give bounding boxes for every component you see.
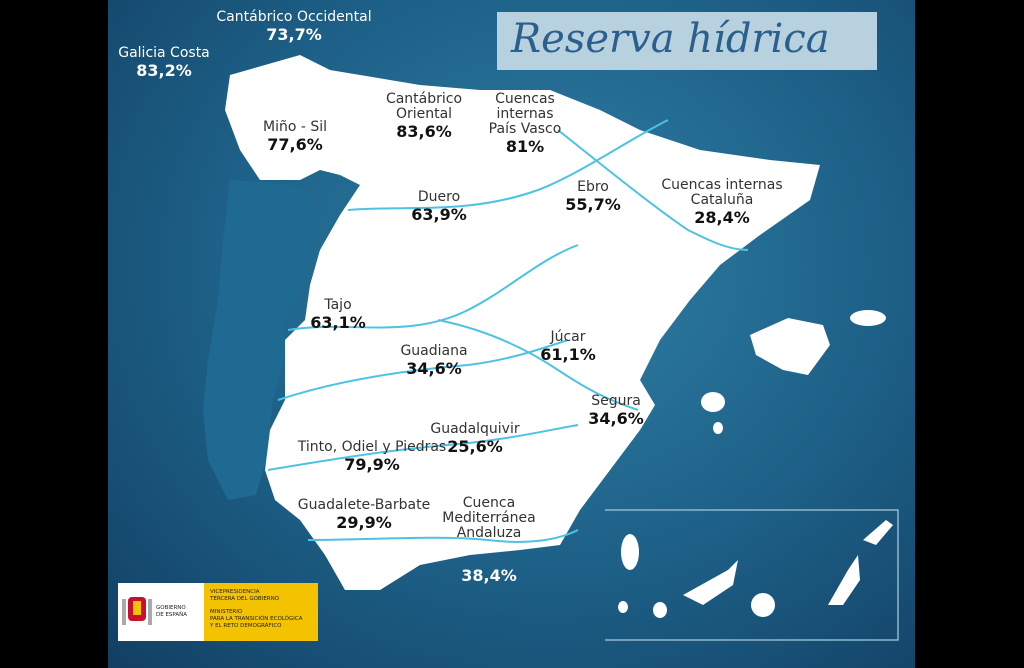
basin-value: 29,9% (336, 513, 392, 532)
logo-text-line: Y EL RETO DEMOGRÁFICO (210, 623, 282, 629)
basin-label: Tajo 63,1% (248, 298, 428, 333)
basin-name: Miño - Sil (262, 119, 328, 135)
basin-label: Cuencas internas Cataluña 28,4% (632, 178, 812, 228)
basin-name: Andaluza (456, 525, 522, 541)
basin-label: Cuenca Mediterránea Andaluza 38,4% (399, 495, 579, 586)
basin-name: Mediterránea (442, 510, 536, 526)
basin-label: Guadalete-Barbate 29,9% (274, 498, 454, 533)
basin-label: Cantábrico Oriental 83,6% (334, 92, 514, 142)
basin-value: 77,6% (267, 135, 323, 154)
basin-name: País Vasco (488, 121, 562, 137)
island (713, 422, 723, 434)
basin-value: 34,6% (588, 409, 644, 428)
logo-text-line: VICEPRESIDENCIA (210, 589, 260, 595)
basin-label: Segura 34,6% (526, 394, 706, 429)
logo-panel: VICEPRESIDENCIA TERCERA DEL GOBIERNO MINI… (204, 583, 318, 641)
basin-name: Cuencas internas (661, 177, 783, 193)
basin-label: Guadiana 34,6% (344, 344, 524, 379)
basin-value: 81% (505, 137, 545, 156)
basin-name: Cataluña (690, 192, 754, 208)
basin-value: 63,1% (310, 313, 366, 332)
river (307, 529, 579, 543)
logo-text-line: TERCERA DEL GOBIERNO (210, 596, 280, 602)
basin-name: Cantábrico (385, 91, 463, 107)
basin-name: Guadiana (400, 343, 468, 359)
island (750, 318, 830, 375)
basin-label: Cuencas internas País Vasco 81% (435, 92, 615, 157)
basin-name: Guadalquivir (430, 421, 520, 437)
basin-value: 38,4% (461, 566, 517, 585)
government-logo: GOBIERNO DE ESPAÑA VICEPRESIDENCIA TERCERA… (118, 583, 318, 641)
logo-text-line: MINISTERIO (210, 609, 243, 615)
basin-name: Guadalete-Barbate (297, 497, 431, 513)
river (277, 339, 569, 401)
basin-value: 34,6% (406, 359, 462, 378)
basin-value: 63,9% (411, 205, 467, 224)
island (621, 534, 639, 570)
canary-islands (618, 520, 893, 618)
basin-name: Júcar (550, 329, 586, 345)
basin-value: 28,4% (694, 208, 750, 227)
title: Reserva hídrica (511, 16, 830, 62)
logo-ministry: MINISTERIO PARA LA TRANSICIÓN ECOLÓGICA Y … (210, 609, 302, 630)
island (653, 602, 667, 618)
logo-government: GOBIERNO DE ESPAÑA (156, 605, 187, 619)
islands (701, 310, 886, 434)
basin-name: Segura (591, 393, 641, 409)
basin-value: 73,7% (266, 25, 322, 44)
basin-name: Tajo (324, 297, 352, 313)
basin-name: Cantábrico Occidental (216, 9, 372, 25)
basin-name: Cuenca (462, 495, 516, 511)
basin-label: Galicia Costa 83,2% (108, 46, 254, 81)
logo-text-line: PARA LA TRANSICIÓN ECOLÓGICA (210, 616, 303, 622)
river (437, 319, 639, 411)
island (863, 520, 893, 545)
basin-label: Cantábrico Occidental 73,7% (204, 10, 384, 45)
title-box: Reserva hídrica (497, 12, 877, 70)
spain (225, 55, 820, 590)
basin-value: 55,7% (565, 195, 621, 214)
basin-value: 79,9% (344, 455, 400, 474)
map-panel: Reserva hídrica Galicia Costa 83,2% Cantáb… (108, 0, 915, 668)
basin-label: Júcar 61,1% (478, 330, 658, 365)
basin-name: Galicia Costa (118, 45, 210, 61)
basin-name: Duero (417, 189, 461, 205)
island (751, 593, 775, 617)
basin-label: Duero 63,9% (349, 190, 529, 225)
portugal (203, 180, 320, 500)
basin-value: 61,1% (540, 345, 596, 364)
basin-name: internas (496, 106, 554, 122)
basin-value: 25,6% (447, 437, 503, 456)
basin-name: Oriental (395, 106, 453, 122)
island (618, 601, 628, 613)
logo-text-line: GOBIERNO (156, 605, 186, 611)
basin-label: Ebro 55,7% (503, 180, 683, 215)
basin-value: 83,6% (396, 122, 452, 141)
island (683, 560, 738, 605)
island (828, 555, 860, 605)
canary-frame (605, 509, 899, 641)
logo-vicepresidency: VICEPRESIDENCIA TERCERA DEL GOBIERNO (210, 589, 279, 603)
rivers (267, 119, 749, 543)
river (267, 424, 579, 471)
basin-label: Guadalquivir 25,6% (385, 422, 565, 457)
basin-label: Tinto, Odiel y Piedras 79,9% (282, 440, 462, 475)
island (701, 392, 725, 412)
basin-name: Ebro (577, 179, 609, 195)
river (347, 119, 669, 211)
basin-name: Cuencas (495, 91, 555, 107)
river (557, 129, 749, 251)
map (203, 55, 899, 641)
logo-text-line: DE ESPAÑA (156, 612, 188, 618)
basin-label: Miño - Sil 77,6% (205, 120, 385, 155)
basin-value: 83,2% (136, 61, 192, 80)
basin-name: Tinto, Odiel y Piedras (297, 439, 447, 455)
river (287, 244, 579, 331)
coat-of-arms (122, 597, 152, 625)
island (850, 310, 886, 326)
